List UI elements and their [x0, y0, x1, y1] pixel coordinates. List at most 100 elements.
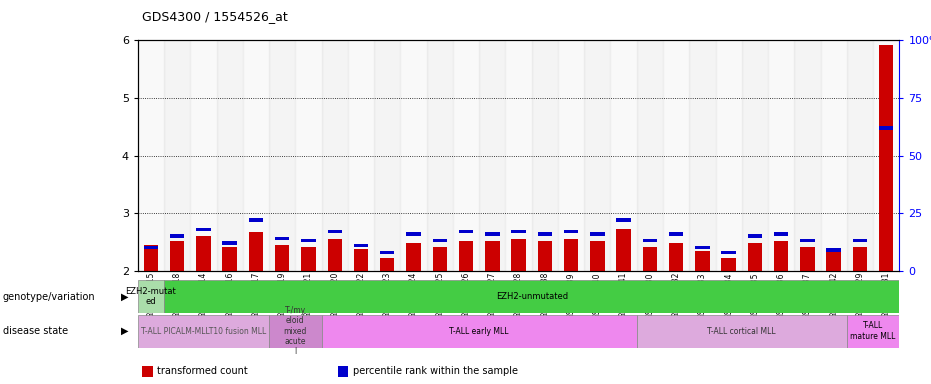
Bar	[196, 227, 210, 231]
Bar	[321, 315, 637, 348]
Bar	[138, 40, 164, 271]
Bar	[328, 239, 342, 271]
Bar	[269, 40, 295, 271]
Bar	[847, 40, 873, 271]
Bar	[774, 232, 789, 236]
Bar	[558, 40, 585, 271]
Bar	[275, 237, 290, 240]
Bar	[217, 40, 243, 271]
Bar	[433, 239, 447, 243]
Text: T-ALL early MLL: T-ALL early MLL	[450, 327, 509, 336]
Bar	[275, 245, 290, 271]
Bar	[249, 232, 263, 271]
Bar	[537, 241, 552, 271]
Bar	[243, 40, 269, 271]
Bar	[511, 239, 526, 271]
Text: T-ALL
mature MLL: T-ALL mature MLL	[850, 321, 896, 341]
Text: genotype/variation: genotype/variation	[3, 291, 95, 302]
Bar	[485, 241, 500, 271]
Bar	[459, 230, 473, 233]
Bar	[406, 243, 421, 271]
Bar	[827, 252, 841, 271]
Text: T-ALL cortical MLL: T-ALL cortical MLL	[708, 327, 776, 336]
Bar	[801, 247, 815, 271]
Bar	[663, 40, 689, 271]
Text: T-ALL PICALM-MLLT10 fusion MLL: T-ALL PICALM-MLLT10 fusion MLL	[141, 327, 266, 336]
Bar	[689, 40, 716, 271]
Text: ▶: ▶	[121, 326, 128, 336]
Bar	[295, 40, 321, 271]
Bar	[537, 232, 552, 236]
Bar	[820, 40, 847, 271]
Bar	[321, 40, 348, 271]
Text: transformed count: transformed count	[157, 366, 248, 376]
Bar	[742, 40, 768, 271]
Bar	[564, 230, 578, 233]
Bar	[196, 236, 210, 271]
Bar	[879, 45, 894, 271]
Bar	[302, 239, 316, 243]
Bar	[506, 40, 532, 271]
Text: ▶: ▶	[121, 291, 128, 302]
Bar	[223, 242, 236, 245]
Bar	[774, 241, 789, 271]
Bar	[479, 40, 506, 271]
Bar	[354, 243, 369, 247]
Text: T-/my
eloid
mixed
acute
l: T-/my eloid mixed acute l	[284, 306, 307, 356]
Bar	[642, 239, 657, 243]
Bar	[400, 40, 426, 271]
Bar	[585, 40, 611, 271]
Bar	[380, 258, 395, 271]
Bar	[768, 40, 794, 271]
Bar	[511, 230, 526, 233]
Bar	[426, 40, 452, 271]
Bar	[853, 239, 867, 243]
Bar	[564, 239, 578, 271]
Bar	[827, 248, 841, 252]
Bar	[532, 40, 558, 271]
Bar	[223, 247, 236, 271]
Bar	[611, 40, 637, 271]
Text: disease state: disease state	[3, 326, 68, 336]
Text: GDS4300 / 1554526_at: GDS4300 / 1554526_at	[142, 10, 289, 23]
Bar	[164, 40, 190, 271]
Bar	[722, 251, 735, 254]
Bar	[590, 241, 604, 271]
Bar	[452, 40, 479, 271]
Text: EZH2-mutat
ed: EZH2-mutat ed	[126, 287, 176, 306]
Bar	[668, 232, 683, 236]
Bar	[433, 247, 447, 271]
Bar	[348, 40, 374, 271]
Bar	[801, 239, 815, 243]
Bar	[847, 315, 899, 348]
Bar	[873, 40, 899, 271]
Bar	[249, 218, 263, 222]
Bar	[143, 246, 158, 250]
Text: percentile rank within the sample: percentile rank within the sample	[353, 366, 518, 376]
Bar	[695, 251, 709, 271]
Bar	[642, 247, 657, 271]
Bar	[716, 40, 742, 271]
Bar	[138, 315, 269, 348]
Bar	[190, 40, 217, 271]
Bar	[590, 232, 604, 236]
Bar	[269, 315, 321, 348]
Bar	[138, 280, 164, 313]
Bar	[380, 251, 395, 254]
Bar	[143, 245, 158, 271]
Bar	[374, 40, 400, 271]
Bar	[616, 218, 631, 222]
Bar	[853, 247, 867, 271]
Bar	[354, 249, 369, 271]
Bar	[695, 246, 709, 250]
Bar	[406, 232, 421, 236]
Bar	[170, 234, 184, 238]
Bar	[170, 241, 184, 271]
Bar	[637, 315, 847, 348]
Bar	[302, 247, 316, 271]
Bar	[485, 232, 500, 236]
Bar	[459, 241, 473, 271]
Bar	[722, 258, 735, 271]
Bar	[794, 40, 820, 271]
Bar	[616, 229, 631, 271]
